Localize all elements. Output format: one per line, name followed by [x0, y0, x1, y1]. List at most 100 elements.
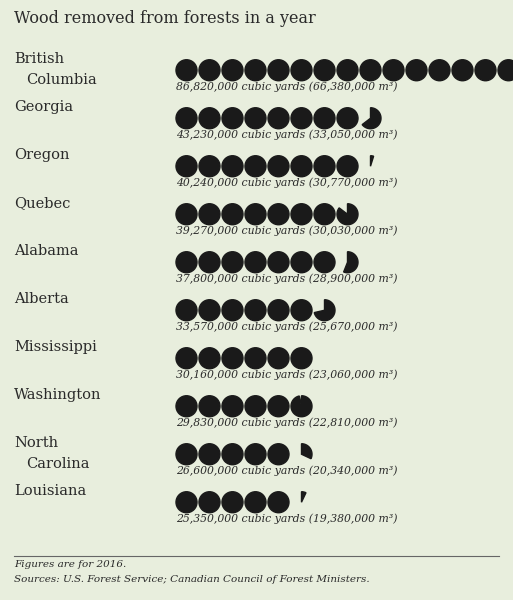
Ellipse shape [222, 348, 243, 369]
Text: Georgia: Georgia [14, 100, 73, 114]
Polygon shape [291, 396, 312, 417]
Ellipse shape [245, 60, 266, 81]
Ellipse shape [268, 492, 289, 513]
Ellipse shape [222, 492, 243, 513]
Ellipse shape [176, 204, 197, 225]
Polygon shape [344, 252, 358, 273]
Ellipse shape [498, 60, 513, 81]
Ellipse shape [222, 300, 243, 321]
Ellipse shape [406, 60, 427, 81]
Ellipse shape [176, 252, 197, 273]
Text: Washington: Washington [14, 388, 102, 402]
Text: Mississippi: Mississippi [14, 340, 97, 354]
Text: Oregon: Oregon [14, 148, 69, 162]
Ellipse shape [291, 204, 312, 225]
Ellipse shape [245, 492, 266, 513]
Text: North: North [14, 436, 58, 450]
Text: British: British [14, 52, 64, 66]
Text: Wood removed from forests in a year: Wood removed from forests in a year [14, 10, 315, 27]
Text: 39,270,000 cubic yards (30,030,000 m³): 39,270,000 cubic yards (30,030,000 m³) [176, 226, 398, 236]
Polygon shape [362, 108, 381, 129]
Ellipse shape [176, 444, 197, 465]
Ellipse shape [199, 108, 220, 129]
Ellipse shape [199, 396, 220, 417]
Ellipse shape [176, 492, 197, 513]
Ellipse shape [360, 60, 381, 81]
Ellipse shape [268, 396, 289, 417]
Ellipse shape [245, 396, 266, 417]
Ellipse shape [337, 156, 358, 177]
Ellipse shape [222, 60, 243, 81]
Ellipse shape [245, 300, 266, 321]
Ellipse shape [222, 252, 243, 273]
Text: 30,160,000 cubic yards (23,060,000 m³): 30,160,000 cubic yards (23,060,000 m³) [176, 370, 398, 380]
Ellipse shape [245, 348, 266, 369]
Text: Alberta: Alberta [14, 292, 69, 306]
Polygon shape [370, 156, 373, 166]
Ellipse shape [291, 348, 312, 369]
Text: Carolina: Carolina [26, 457, 89, 471]
Ellipse shape [222, 204, 243, 225]
Polygon shape [314, 300, 335, 321]
Ellipse shape [176, 156, 197, 177]
Ellipse shape [199, 348, 220, 369]
Ellipse shape [199, 156, 220, 177]
Ellipse shape [291, 252, 312, 273]
Ellipse shape [337, 60, 358, 81]
Ellipse shape [245, 156, 266, 177]
Text: 37,800,000 cubic yards (28,900,000 m³): 37,800,000 cubic yards (28,900,000 m³) [176, 274, 398, 284]
Ellipse shape [268, 300, 289, 321]
Ellipse shape [199, 204, 220, 225]
Ellipse shape [268, 348, 289, 369]
Ellipse shape [176, 396, 197, 417]
Ellipse shape [314, 204, 335, 225]
Text: Columbia: Columbia [26, 73, 97, 87]
Ellipse shape [199, 60, 220, 81]
Ellipse shape [245, 252, 266, 273]
Text: Figures are for 2016.: Figures are for 2016. [14, 560, 126, 569]
Ellipse shape [268, 60, 289, 81]
Text: Louisiana: Louisiana [14, 484, 86, 498]
Text: 43,230,000 cubic yards (33,050,000 m³): 43,230,000 cubic yards (33,050,000 m³) [176, 130, 398, 140]
Text: Quebec: Quebec [14, 196, 70, 210]
Ellipse shape [314, 108, 335, 129]
Ellipse shape [314, 60, 335, 81]
Ellipse shape [222, 396, 243, 417]
Polygon shape [337, 204, 358, 225]
Polygon shape [302, 444, 312, 459]
Ellipse shape [199, 252, 220, 273]
Text: 86,820,000 cubic yards (66,380,000 m³): 86,820,000 cubic yards (66,380,000 m³) [176, 82, 398, 92]
Ellipse shape [199, 492, 220, 513]
Ellipse shape [383, 60, 404, 81]
Ellipse shape [268, 156, 289, 177]
Ellipse shape [268, 252, 289, 273]
Ellipse shape [199, 444, 220, 465]
Ellipse shape [475, 60, 496, 81]
Ellipse shape [268, 444, 289, 465]
Text: 29,830,000 cubic yards (22,810,000 m³): 29,830,000 cubic yards (22,810,000 m³) [176, 418, 398, 428]
Ellipse shape [176, 108, 197, 129]
Ellipse shape [222, 156, 243, 177]
Ellipse shape [222, 444, 243, 465]
Ellipse shape [176, 300, 197, 321]
Text: 33,570,000 cubic yards (25,670,000 m³): 33,570,000 cubic yards (25,670,000 m³) [176, 322, 398, 332]
Ellipse shape [245, 444, 266, 465]
Text: 40,240,000 cubic yards (30,770,000 m³): 40,240,000 cubic yards (30,770,000 m³) [176, 178, 398, 188]
Text: 26,600,000 cubic yards (20,340,000 m³): 26,600,000 cubic yards (20,340,000 m³) [176, 466, 398, 476]
Ellipse shape [222, 108, 243, 129]
Text: 25,350,000 cubic yards (19,380,000 m³): 25,350,000 cubic yards (19,380,000 m³) [176, 514, 398, 524]
Ellipse shape [268, 108, 289, 129]
Ellipse shape [314, 156, 335, 177]
Ellipse shape [429, 60, 450, 81]
Ellipse shape [268, 204, 289, 225]
Ellipse shape [245, 108, 266, 129]
Text: Alabama: Alabama [14, 244, 78, 258]
Ellipse shape [291, 60, 312, 81]
Ellipse shape [337, 108, 358, 129]
Ellipse shape [291, 108, 312, 129]
Ellipse shape [314, 252, 335, 273]
Ellipse shape [291, 300, 312, 321]
Polygon shape [302, 492, 306, 502]
Ellipse shape [452, 60, 473, 81]
Text: Sources: U.S. Forest Service; Canadian Council of Forest Ministers.: Sources: U.S. Forest Service; Canadian C… [14, 575, 370, 584]
